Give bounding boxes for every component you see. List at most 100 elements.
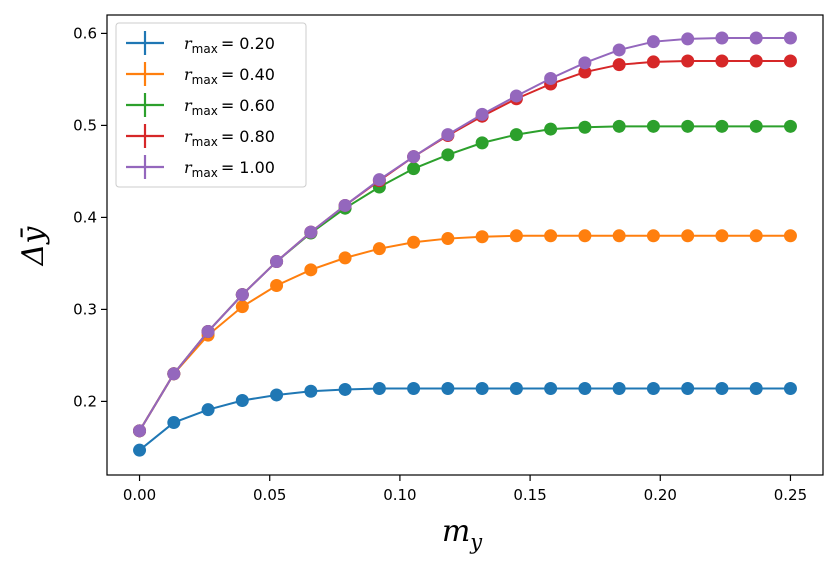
x-tick-label: 0.05 <box>253 486 286 504</box>
legend-label-value: = 0.40 <box>221 65 275 84</box>
data-point <box>612 58 626 72</box>
x-axis-label-subscript: y <box>469 530 483 554</box>
data-point <box>715 54 729 68</box>
data-point <box>133 424 147 438</box>
legend-entry: rmax = 0.60 <box>126 93 275 118</box>
data-point <box>646 229 660 243</box>
data-point <box>270 255 284 269</box>
data-point <box>133 443 147 457</box>
y-tick-label: 0.2 <box>73 392 97 410</box>
y-axis-label: Δȳ <box>16 226 51 267</box>
legend-label-variable: r <box>184 158 193 177</box>
data-point <box>681 54 695 68</box>
data-point <box>715 229 729 243</box>
legend-label-subscript: max <box>192 104 218 118</box>
data-point <box>372 242 386 256</box>
data-point <box>578 229 592 243</box>
legend-label-value: = 1.00 <box>221 158 275 177</box>
data-point <box>544 71 558 85</box>
data-point <box>749 229 763 243</box>
data-point <box>578 382 592 396</box>
x-tick-label: 0.15 <box>513 486 546 504</box>
legend-label: rmax = 0.60 <box>184 96 275 118</box>
data-point <box>612 43 626 57</box>
data-point <box>372 382 386 396</box>
data-point <box>783 31 797 45</box>
data-point <box>681 32 695 46</box>
legend-label-subscript: max <box>192 135 218 149</box>
data-point <box>235 393 249 407</box>
data-point <box>681 382 695 396</box>
data-point <box>509 128 523 142</box>
data-point <box>715 119 729 133</box>
x-tick-label: 0.10 <box>383 486 416 504</box>
legend-label-variable: r <box>184 65 193 84</box>
y-tick-label: 0.5 <box>73 116 97 134</box>
legend-label-value: = 0.80 <box>221 127 275 146</box>
data-point <box>681 119 695 133</box>
data-point <box>475 107 489 121</box>
data-point <box>544 122 558 136</box>
data-point <box>235 300 249 314</box>
x-axis-label: my <box>442 514 483 554</box>
x-axis-label-main: m <box>442 514 470 549</box>
data-point <box>509 382 523 396</box>
data-point <box>167 367 181 381</box>
data-point <box>646 382 660 396</box>
data-point <box>338 251 352 265</box>
data-point <box>407 235 421 249</box>
data-point <box>509 229 523 243</box>
legend-label-value: = 0.60 <box>221 96 275 115</box>
data-point <box>749 31 763 45</box>
legend-label-subscript: max <box>192 42 218 56</box>
data-point <box>578 65 592 79</box>
y-axis-ticks: 0.2 0.3 0.4 0.5 0.6 <box>73 24 107 410</box>
data-point <box>578 56 592 70</box>
data-point <box>201 324 215 338</box>
data-point <box>681 229 695 243</box>
data-point <box>783 382 797 396</box>
data-point <box>544 382 558 396</box>
data-point <box>475 230 489 244</box>
y-tick-label: 0.6 <box>73 24 97 42</box>
legend-label: rmax = 0.40 <box>184 65 275 87</box>
legend-box <box>115 22 307 188</box>
legend-entry: rmax = 0.40 <box>126 62 275 87</box>
plot-frame <box>106 14 824 476</box>
data-point <box>749 54 763 68</box>
x-axis-ticks: 0.00 0.05 0.10 0.15 0.20 0.25 <box>123 475 807 504</box>
legend-entry: rmax = 0.20 <box>126 31 275 56</box>
data-point <box>372 173 386 187</box>
data-point <box>783 54 797 68</box>
data-point <box>578 120 592 134</box>
data-point <box>715 31 729 45</box>
data-point <box>749 119 763 133</box>
data-point <box>235 288 249 302</box>
data-point <box>270 278 284 292</box>
data-point <box>544 229 558 243</box>
legend-label-value: = 0.20 <box>221 34 275 53</box>
x-tick-label: 0.25 <box>774 486 807 504</box>
data-point <box>783 229 797 243</box>
data-point <box>612 119 626 133</box>
data-point <box>646 119 660 133</box>
y-tick-label: 0.4 <box>73 208 97 226</box>
data-point <box>407 382 421 396</box>
legend-label: rmax = 1.00 <box>184 158 275 180</box>
data-point <box>304 384 318 398</box>
data-point <box>715 382 729 396</box>
legend-label-variable: r <box>184 34 193 53</box>
data-point <box>304 263 318 277</box>
data-point <box>441 382 455 396</box>
legend-label-subscript: max <box>192 166 218 180</box>
data-point <box>441 232 455 246</box>
legend-label-variable: r <box>184 96 193 115</box>
data-point <box>475 136 489 150</box>
data-point <box>167 416 181 430</box>
data-point <box>338 382 352 396</box>
series-5 <box>133 31 797 438</box>
data-point <box>612 229 626 243</box>
data-point <box>201 403 215 417</box>
